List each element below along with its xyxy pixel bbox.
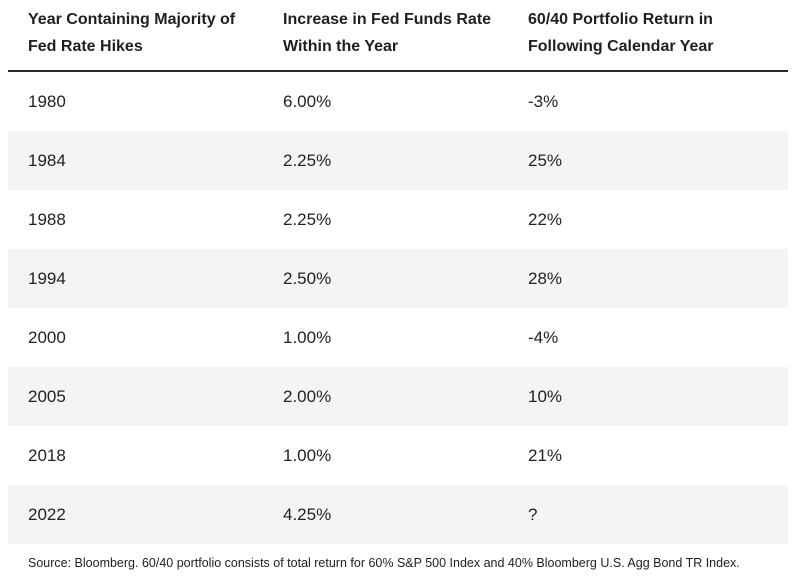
cell-year: 2005	[28, 387, 66, 406]
cell-return: 22%	[528, 210, 563, 229]
cell-year: 2022	[28, 505, 66, 524]
cell-increase: 2.50%	[283, 269, 332, 288]
cell-increase: 1.00%	[283, 328, 332, 347]
header-year-line1: Year Containing Majority of	[28, 11, 236, 28]
table-row: 1980 6.00% -3%	[8, 72, 788, 131]
header-year: Year Containing Majority of Fed Rate Hik…	[28, 6, 268, 60]
table-row: 2000 1.00% -4%	[8, 308, 788, 367]
table-row: 1988 2.25% 22%	[8, 190, 788, 249]
cell-return: 25%	[528, 151, 563, 170]
source-note: Source: Bloomberg. 60/40 portfolio consi…	[28, 556, 740, 570]
header-return-line1: 60/40 Portfolio Return in	[528, 11, 713, 28]
cell-return: 10%	[528, 387, 563, 406]
table-body: 1980 6.00% -3% 1984 2.25% 25% 1988 2.25%…	[8, 72, 788, 544]
cell-increase: 2.00%	[283, 387, 332, 406]
cell-increase: 2.25%	[283, 210, 332, 229]
cell-return: 21%	[528, 446, 563, 465]
cell-year: 2018	[28, 446, 66, 465]
cell-year: 1980	[28, 92, 66, 111]
table-row: 2022 4.25% ?	[8, 485, 788, 544]
header-increase-line2: Within the Year	[283, 38, 399, 55]
header-increase-line1: Increase in Fed Funds Rate	[283, 11, 492, 28]
cell-year: 2000	[28, 328, 66, 347]
table-row: 1994 2.50% 28%	[8, 249, 788, 308]
cell-return: 28%	[528, 269, 563, 288]
cell-year: 1984	[28, 151, 66, 170]
cell-year: 1994	[28, 269, 66, 288]
cell-return: ?	[528, 505, 538, 524]
header-increase: Increase in Fed Funds Rate Within the Ye…	[283, 6, 513, 60]
header-return-line2: Following Calendar Year	[528, 38, 714, 55]
cell-year: 1988	[28, 210, 66, 229]
cell-return: -4%	[528, 328, 559, 347]
cell-increase: 4.25%	[283, 505, 332, 524]
table-row: 2005 2.00% 10%	[8, 367, 788, 426]
cell-return: -3%	[528, 92, 559, 111]
header-return: 60/40 Portfolio Return in Following Cale…	[528, 6, 778, 60]
cell-increase: 2.25%	[283, 151, 332, 170]
cell-increase: 6.00%	[283, 92, 332, 111]
table-row: 1984 2.25% 25%	[8, 131, 788, 190]
cell-increase: 1.00%	[283, 446, 332, 465]
table-header: Year Containing Majority of Fed Rate Hik…	[8, 0, 788, 72]
rate-hikes-table: Year Containing Majority of Fed Rate Hik…	[8, 0, 788, 544]
table-row: 2018 1.00% 21%	[8, 426, 788, 485]
header-year-line2: Fed Rate Hikes	[28, 38, 143, 55]
